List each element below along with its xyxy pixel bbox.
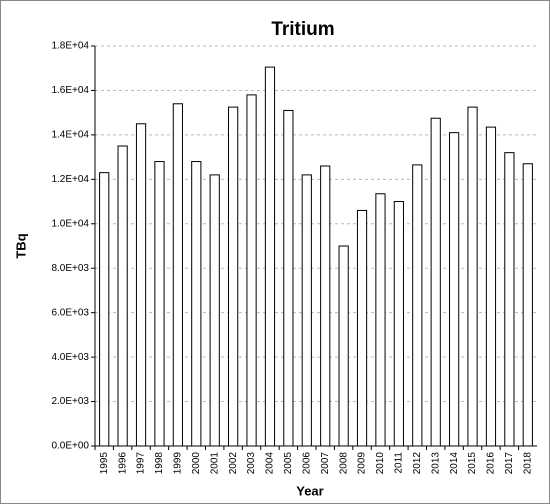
bar bbox=[191, 161, 202, 447]
x-tick-label: 2012 bbox=[412, 452, 423, 475]
x-tick-label: 2002 bbox=[228, 452, 239, 475]
y-tick-label: 1.0E+04 bbox=[51, 218, 89, 229]
bar bbox=[117, 145, 128, 447]
bar bbox=[154, 161, 165, 447]
bar bbox=[356, 209, 368, 447]
x-tick-label: 1998 bbox=[154, 452, 165, 475]
x-tick-label: 2000 bbox=[191, 452, 202, 475]
x-tick-label: 2018 bbox=[522, 452, 533, 475]
bar bbox=[320, 165, 331, 447]
x-tick-label: 2017 bbox=[504, 452, 515, 475]
x-tick-label: 1999 bbox=[173, 452, 184, 475]
x-tick-label: 1996 bbox=[117, 452, 128, 475]
x-tick-label: 1997 bbox=[136, 452, 147, 475]
bar bbox=[412, 164, 423, 447]
bar bbox=[99, 172, 110, 447]
bar bbox=[172, 103, 183, 447]
x-tick-label: 2010 bbox=[375, 452, 386, 475]
x-tick-label: 2014 bbox=[449, 452, 460, 475]
x-tick-label: 2003 bbox=[246, 452, 257, 475]
y-tick-label: 1.6E+04 bbox=[51, 85, 89, 96]
x-tick-label: 2009 bbox=[357, 452, 368, 475]
bar bbox=[209, 174, 220, 447]
bar bbox=[522, 163, 533, 447]
bar bbox=[135, 123, 147, 447]
bar bbox=[375, 193, 386, 447]
bar bbox=[338, 245, 349, 447]
y-tick-label: 4.0E+03 bbox=[51, 352, 89, 363]
x-tick-label: 2011 bbox=[394, 452, 405, 474]
bar bbox=[264, 66, 276, 447]
x-tick-label: 2008 bbox=[338, 452, 349, 475]
bar bbox=[504, 152, 515, 447]
bar bbox=[485, 126, 497, 447]
chart-title: Tritium bbox=[271, 19, 334, 40]
x-tick-label: 2006 bbox=[301, 452, 312, 475]
x-tick-label: 2007 bbox=[320, 452, 331, 475]
y-tick-label: 8.0E+03 bbox=[51, 263, 89, 274]
bar bbox=[301, 174, 312, 447]
y-tick-label: 0.0E+00 bbox=[51, 441, 89, 452]
x-tick-label: 1995 bbox=[99, 452, 110, 475]
y-tick-label: 6.0E+03 bbox=[51, 307, 89, 318]
y-tick-label: 2.0E+03 bbox=[51, 396, 89, 407]
x-tick-label: 2013 bbox=[430, 452, 441, 475]
y-tick-label: 1.4E+04 bbox=[51, 130, 89, 141]
x-tick-label: 2005 bbox=[283, 452, 294, 475]
bar bbox=[246, 94, 257, 447]
y-tick-label: 1.8E+04 bbox=[51, 41, 89, 52]
bar bbox=[283, 109, 294, 447]
x-tick-label: 2015 bbox=[467, 452, 478, 475]
x-tick-label: 2004 bbox=[265, 452, 276, 475]
y-axis-title: TBq bbox=[13, 233, 28, 258]
bar bbox=[228, 106, 239, 447]
bar bbox=[393, 201, 404, 447]
x-tick-label: 2001 bbox=[209, 452, 220, 475]
bar bbox=[430, 117, 441, 447]
bar bbox=[467, 106, 478, 447]
x-axis-title: Year bbox=[296, 483, 323, 498]
y-tick-label: 1.2E+04 bbox=[51, 174, 89, 185]
bar bbox=[449, 132, 460, 447]
x-tick-label: 2016 bbox=[486, 452, 497, 475]
